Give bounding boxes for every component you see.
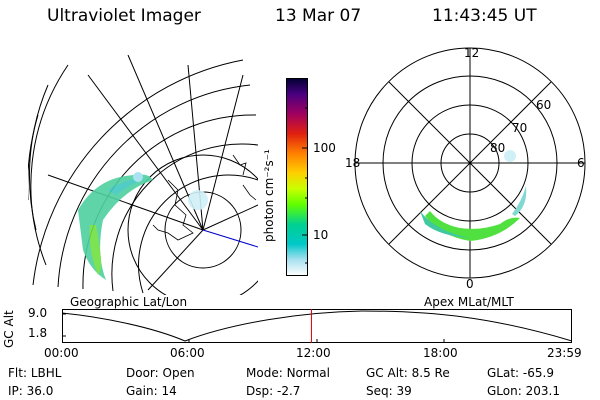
instrument-title: Ultraviolet Imager — [47, 6, 201, 26]
mlt-label-0: 0 — [466, 277, 474, 291]
aurora-mag — [420, 150, 527, 241]
mlt-label-12: 12 — [464, 46, 480, 60]
mlt-label-6: 6 — [577, 156, 585, 170]
colorbar-unit-label: photon cm⁻²s⁻¹ — [262, 149, 276, 242]
timeline-xtick-2359: 23:59 — [547, 346, 582, 360]
info-gcalt-value: 8.5 Re — [411, 366, 450, 380]
colorbar — [286, 78, 308, 276]
mlat-label-70: 70 — [512, 121, 528, 135]
timeline-xtick-00: 00:00 — [44, 346, 79, 360]
mlat-label-60: 60 — [536, 98, 552, 112]
info-flt-value: LBHL — [30, 366, 62, 380]
info-ip-label: IP: — [8, 384, 23, 398]
info-dsp-label: Dsp: — [246, 384, 274, 398]
info-dsp-value: -2.7 — [276, 384, 301, 398]
orbit-altitude-timeline — [62, 309, 572, 343]
info-glon-value: 203.1 — [525, 384, 560, 398]
info-gain-value: 14 — [161, 384, 177, 398]
info-seq-value: 39 — [396, 384, 412, 398]
info-glat-label: GLat: — [487, 366, 520, 380]
info-glon-label: GLon: — [487, 384, 522, 398]
magnetic-polar-plot — [354, 47, 586, 279]
info-door-value: Open — [162, 366, 195, 380]
time-readout: 11:43:45 UT — [432, 6, 537, 26]
date-readout: 13 Mar 07 — [275, 6, 362, 26]
geo-panel-label: Geographic Lat/Lon — [70, 295, 188, 309]
colorbar-tick-10: 10 — [313, 228, 329, 242]
timeline-ytick-9: 9.0 — [28, 306, 48, 320]
mag-panel-label: Apex MLat/MLT — [424, 295, 514, 309]
info-mode-value: Normal — [286, 366, 330, 380]
geographic-map — [28, 55, 258, 295]
mlat-label-80: 80 — [490, 141, 506, 155]
info-gcalt-label: GC Alt: — [366, 366, 408, 380]
info-mode-label: Mode: — [246, 366, 283, 380]
timeline-xtick-12: 12:00 — [296, 346, 331, 360]
timeline-xtick-18: 18:00 — [423, 346, 458, 360]
info-gain-label: Gain: — [126, 384, 158, 398]
mlt-label-18: 18 — [345, 156, 361, 170]
info-door-label: Door: — [126, 366, 159, 380]
timeline-y-label: GC Alt — [2, 310, 16, 348]
timeline-ytick-1-8: 1.8 — [28, 326, 48, 340]
info-seq-label: Seq: — [366, 384, 393, 398]
colorbar-tick-100: 100 — [313, 141, 336, 155]
info-flt-label: Flt: — [8, 366, 27, 380]
info-ip-value: 36.0 — [26, 384, 54, 398]
info-glat-value: -65.9 — [522, 366, 554, 380]
aurora-geo — [78, 172, 208, 280]
timeline-xtick-06: 06:00 — [170, 346, 205, 360]
